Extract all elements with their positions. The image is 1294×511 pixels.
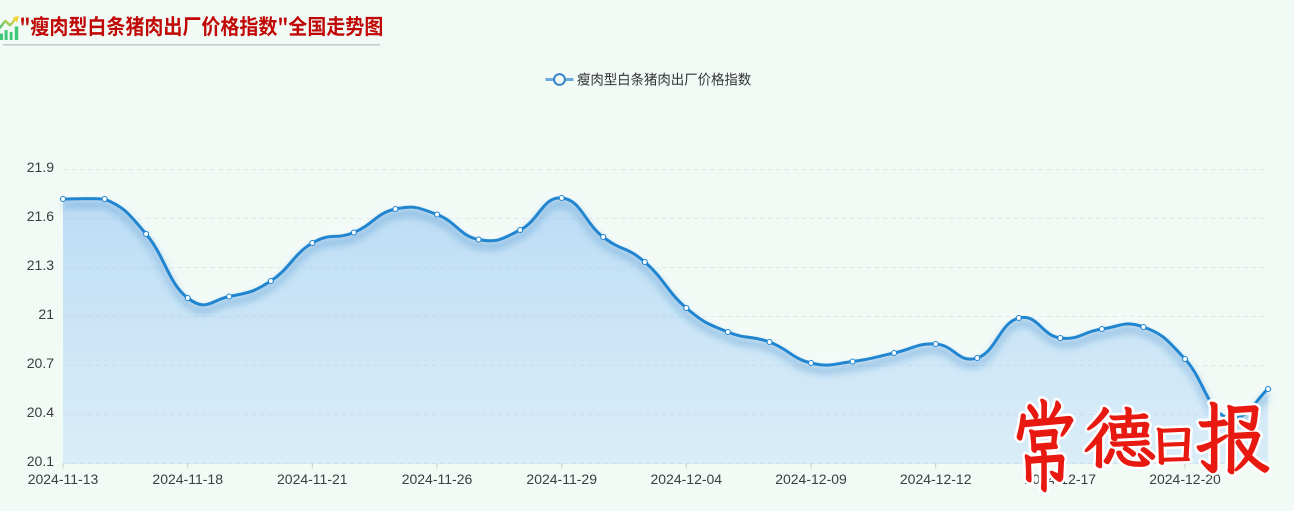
svg-text:21.9: 21.9 <box>27 159 54 175</box>
svg-text:21.6: 21.6 <box>27 208 54 224</box>
svg-text:2024-12-09: 2024-12-09 <box>775 471 847 487</box>
svg-text:2024-11-13: 2024-11-13 <box>28 471 99 487</box>
svg-text:20.7: 20.7 <box>27 355 54 371</box>
svg-text:21: 21 <box>38 306 54 322</box>
svg-text:2024-11-29: 2024-11-29 <box>526 471 597 487</box>
svg-text:20.1: 20.1 <box>27 453 54 469</box>
svg-text:2024-11-18: 2024-11-18 <box>152 471 223 487</box>
svg-text:20.4: 20.4 <box>27 404 54 420</box>
svg-text:21.3: 21.3 <box>27 257 54 273</box>
svg-text:2024-11-21: 2024-11-21 <box>277 471 348 487</box>
svg-text:2024-12-20: 2024-12-20 <box>1149 471 1221 487</box>
svg-text:2024-11-26: 2024-11-26 <box>402 471 473 487</box>
svg-text:2024-12-04: 2024-12-04 <box>650 471 722 487</box>
svg-text:2024-12-12: 2024-12-12 <box>900 471 972 487</box>
